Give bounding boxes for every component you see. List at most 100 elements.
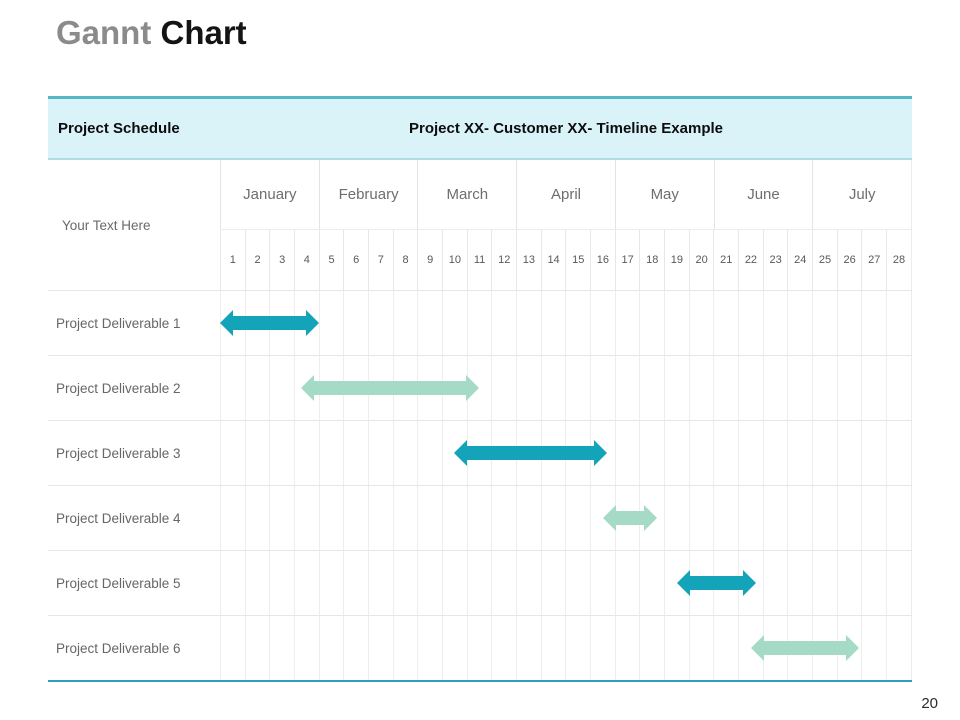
page-title-part2: Chart: [160, 14, 247, 51]
month-label: January: [220, 160, 319, 229]
arrow-head-icon: [750, 635, 764, 661]
grid-cell: [516, 356, 541, 420]
day-label: 10: [442, 230, 467, 290]
gantt-table: Project Schedule Project XX- Customer XX…: [48, 96, 912, 682]
grid-cell: [466, 616, 492, 680]
grid-cell: [516, 616, 541, 680]
grid-cell: [836, 291, 862, 355]
bar-body: [613, 511, 646, 525]
grid-cell: [417, 616, 442, 680]
bar-body: [761, 641, 849, 655]
grid-cell: [516, 551, 541, 615]
arrow-head-icon: [846, 635, 860, 661]
grid-cell: [614, 616, 640, 680]
bar-body: [312, 381, 469, 395]
day-label: 26: [836, 230, 862, 290]
gantt-track: [220, 421, 912, 485]
grid-cell: [812, 356, 837, 420]
grid-cell: [738, 486, 763, 550]
grid-cell: [861, 486, 886, 550]
page-title-part1: Gannt: [56, 14, 152, 51]
day-label: 3: [269, 230, 294, 290]
day-label: 15: [565, 230, 590, 290]
arrow-head-icon: [220, 310, 233, 336]
grid-cell: [762, 551, 788, 615]
grid-cell: [417, 421, 442, 485]
axis-label: Your Text Here: [62, 217, 151, 233]
grid-cell: [368, 551, 393, 615]
grid-cell: [269, 551, 294, 615]
day-label: 6: [343, 230, 368, 290]
grid-cell: [590, 356, 615, 420]
month-label: February: [318, 160, 418, 229]
grid-cell: [294, 356, 319, 420]
gantt-row: Project Deliverable 1: [48, 290, 912, 355]
day-label: 8: [392, 230, 418, 290]
grid-cell: [442, 616, 467, 680]
arrow-head-icon: [305, 310, 319, 336]
grid-cell: [861, 291, 886, 355]
grid-cell: [318, 486, 344, 550]
grid-cell: [861, 551, 886, 615]
grid-cell: [565, 616, 590, 680]
grid-cell: [713, 356, 738, 420]
grid-cell: [540, 551, 566, 615]
grid-cell: [565, 291, 590, 355]
grid-cell: [590, 291, 615, 355]
grid-cell: [688, 616, 714, 680]
grid-cell: [491, 616, 516, 680]
grid-cell: [368, 616, 393, 680]
arrow-head-icon: [454, 440, 468, 466]
grid-cell: [886, 486, 911, 550]
grid-cell: [220, 356, 245, 420]
gantt-row: Project Deliverable 3: [48, 420, 912, 485]
deliverable-label: Project Deliverable 6: [56, 640, 181, 656]
grid-cell: [269, 356, 294, 420]
gantt-bar-green: [602, 505, 657, 531]
day-label: 24: [787, 230, 812, 290]
month-label: May: [614, 160, 714, 229]
gantt-row: Project Deliverable 5: [48, 550, 912, 615]
day-label: 1: [220, 230, 245, 290]
grid-cell: [244, 356, 270, 420]
months-row: January February March April May June July: [220, 160, 911, 230]
grid-cell: [220, 421, 245, 485]
grid-cell: [318, 291, 344, 355]
grid-cell: [392, 616, 418, 680]
page-title: Gannt Chart: [56, 14, 247, 52]
grid-cell: [812, 291, 837, 355]
grid-cell: [294, 421, 319, 485]
grid-cell: [886, 616, 911, 680]
gantt-track: [220, 616, 912, 680]
grid-cell: [664, 291, 689, 355]
grid-cell: [639, 551, 664, 615]
day-label: 21: [713, 230, 738, 290]
month-label: June: [713, 160, 813, 229]
grid-cell: [861, 421, 886, 485]
grid-cell: [294, 616, 319, 680]
grid-cell: [886, 291, 911, 355]
grid-cell: [392, 551, 418, 615]
deliverable-label: Project Deliverable 1: [56, 315, 181, 331]
bar-body: [465, 446, 597, 460]
grid-cell: [836, 551, 862, 615]
grid-cell: [836, 421, 862, 485]
day-label: 4: [294, 230, 319, 290]
grid-cell: [664, 421, 689, 485]
grid-cell: [713, 486, 738, 550]
gantt-bar-teal: [454, 440, 608, 466]
project-schedule-label: Project Schedule: [58, 120, 180, 137]
day-label: 5: [318, 230, 344, 290]
day-label: 2: [244, 230, 270, 290]
grid-cell: [639, 421, 664, 485]
day-label: 25: [812, 230, 837, 290]
day-label: 28: [886, 230, 911, 290]
deliverable-label: Project Deliverable 2: [56, 380, 181, 396]
grid-cell: [688, 291, 714, 355]
grid-cell: [738, 356, 763, 420]
deliverable-label: Project Deliverable 4: [56, 510, 181, 526]
arrow-head-icon: [594, 440, 608, 466]
grid-cell: [688, 421, 714, 485]
grid-cell: [491, 486, 516, 550]
